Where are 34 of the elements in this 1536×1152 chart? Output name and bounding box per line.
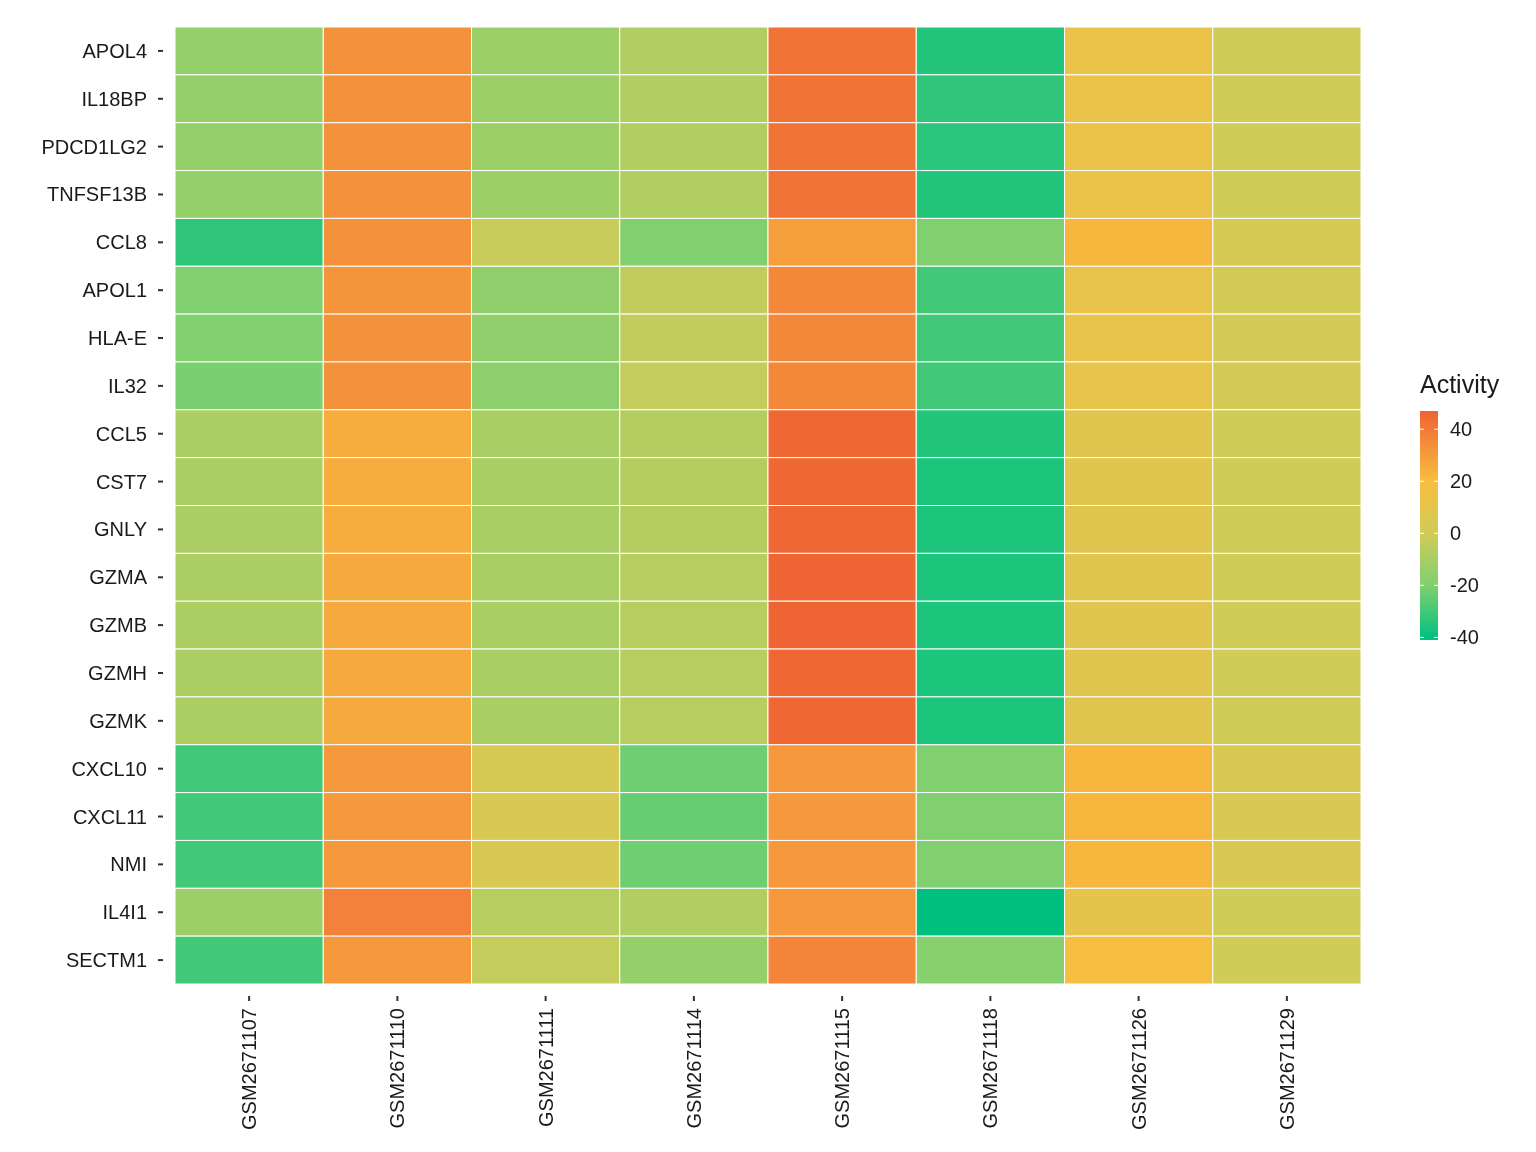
color-bar-label: -40	[1450, 626, 1479, 649]
color-bar-title: Activity	[1420, 370, 1500, 398]
y-tick-label: NMI	[110, 853, 147, 876]
color-bar-label: -20	[1450, 574, 1479, 597]
y-tick-label: GZMK	[89, 709, 148, 732]
x-tick-label: GSM2671115	[831, 1008, 854, 1129]
y-tick-label: APOL4	[82, 39, 147, 62]
y-tick-label: PDCD1LG2	[41, 135, 147, 158]
x-tick-label: GSM2671118	[979, 1008, 1002, 1129]
color-bar-label: 20	[1450, 470, 1473, 493]
y-tick-label: CCL8	[95, 231, 147, 254]
y-tick-label: TNFSF13B	[46, 183, 147, 206]
y-tick-label: GNLY	[94, 518, 147, 541]
y-tick-label: APOL1	[82, 279, 147, 302]
y-tick-label: CXCL10	[71, 757, 147, 780]
x-tick-label: GSM2671129	[1275, 1008, 1298, 1130]
x-tick-label: GSM2671110	[386, 1008, 409, 1129]
x-tick-label: GSM2671107	[238, 1008, 261, 1130]
y-tick-label: GZMB	[89, 614, 147, 637]
color-bar-label: 0	[1450, 522, 1462, 545]
x-tick-label: GSM2671126	[1127, 1008, 1150, 1130]
color-bar-label: 40	[1450, 418, 1473, 441]
y-tick-label: GZMH	[88, 661, 147, 684]
y-tick-label: IL4I1	[102, 901, 147, 924]
y-tick-label: GZMA	[89, 566, 148, 589]
y-tick-label: CCL5	[95, 422, 147, 445]
x-tick-label: GSM2671111	[534, 1008, 557, 1127]
y-tick-label: IL18BP	[81, 87, 147, 110]
y-tick-label: IL32	[108, 374, 147, 397]
y-tick-label: CXCL11	[72, 805, 147, 828]
x-tick-label: GSM2671114	[682, 1008, 705, 1129]
y-tick-label: SECTM1	[65, 949, 147, 972]
y-tick-label: CST7	[95, 470, 147, 493]
y-tick-label: HLA-E	[88, 327, 147, 350]
